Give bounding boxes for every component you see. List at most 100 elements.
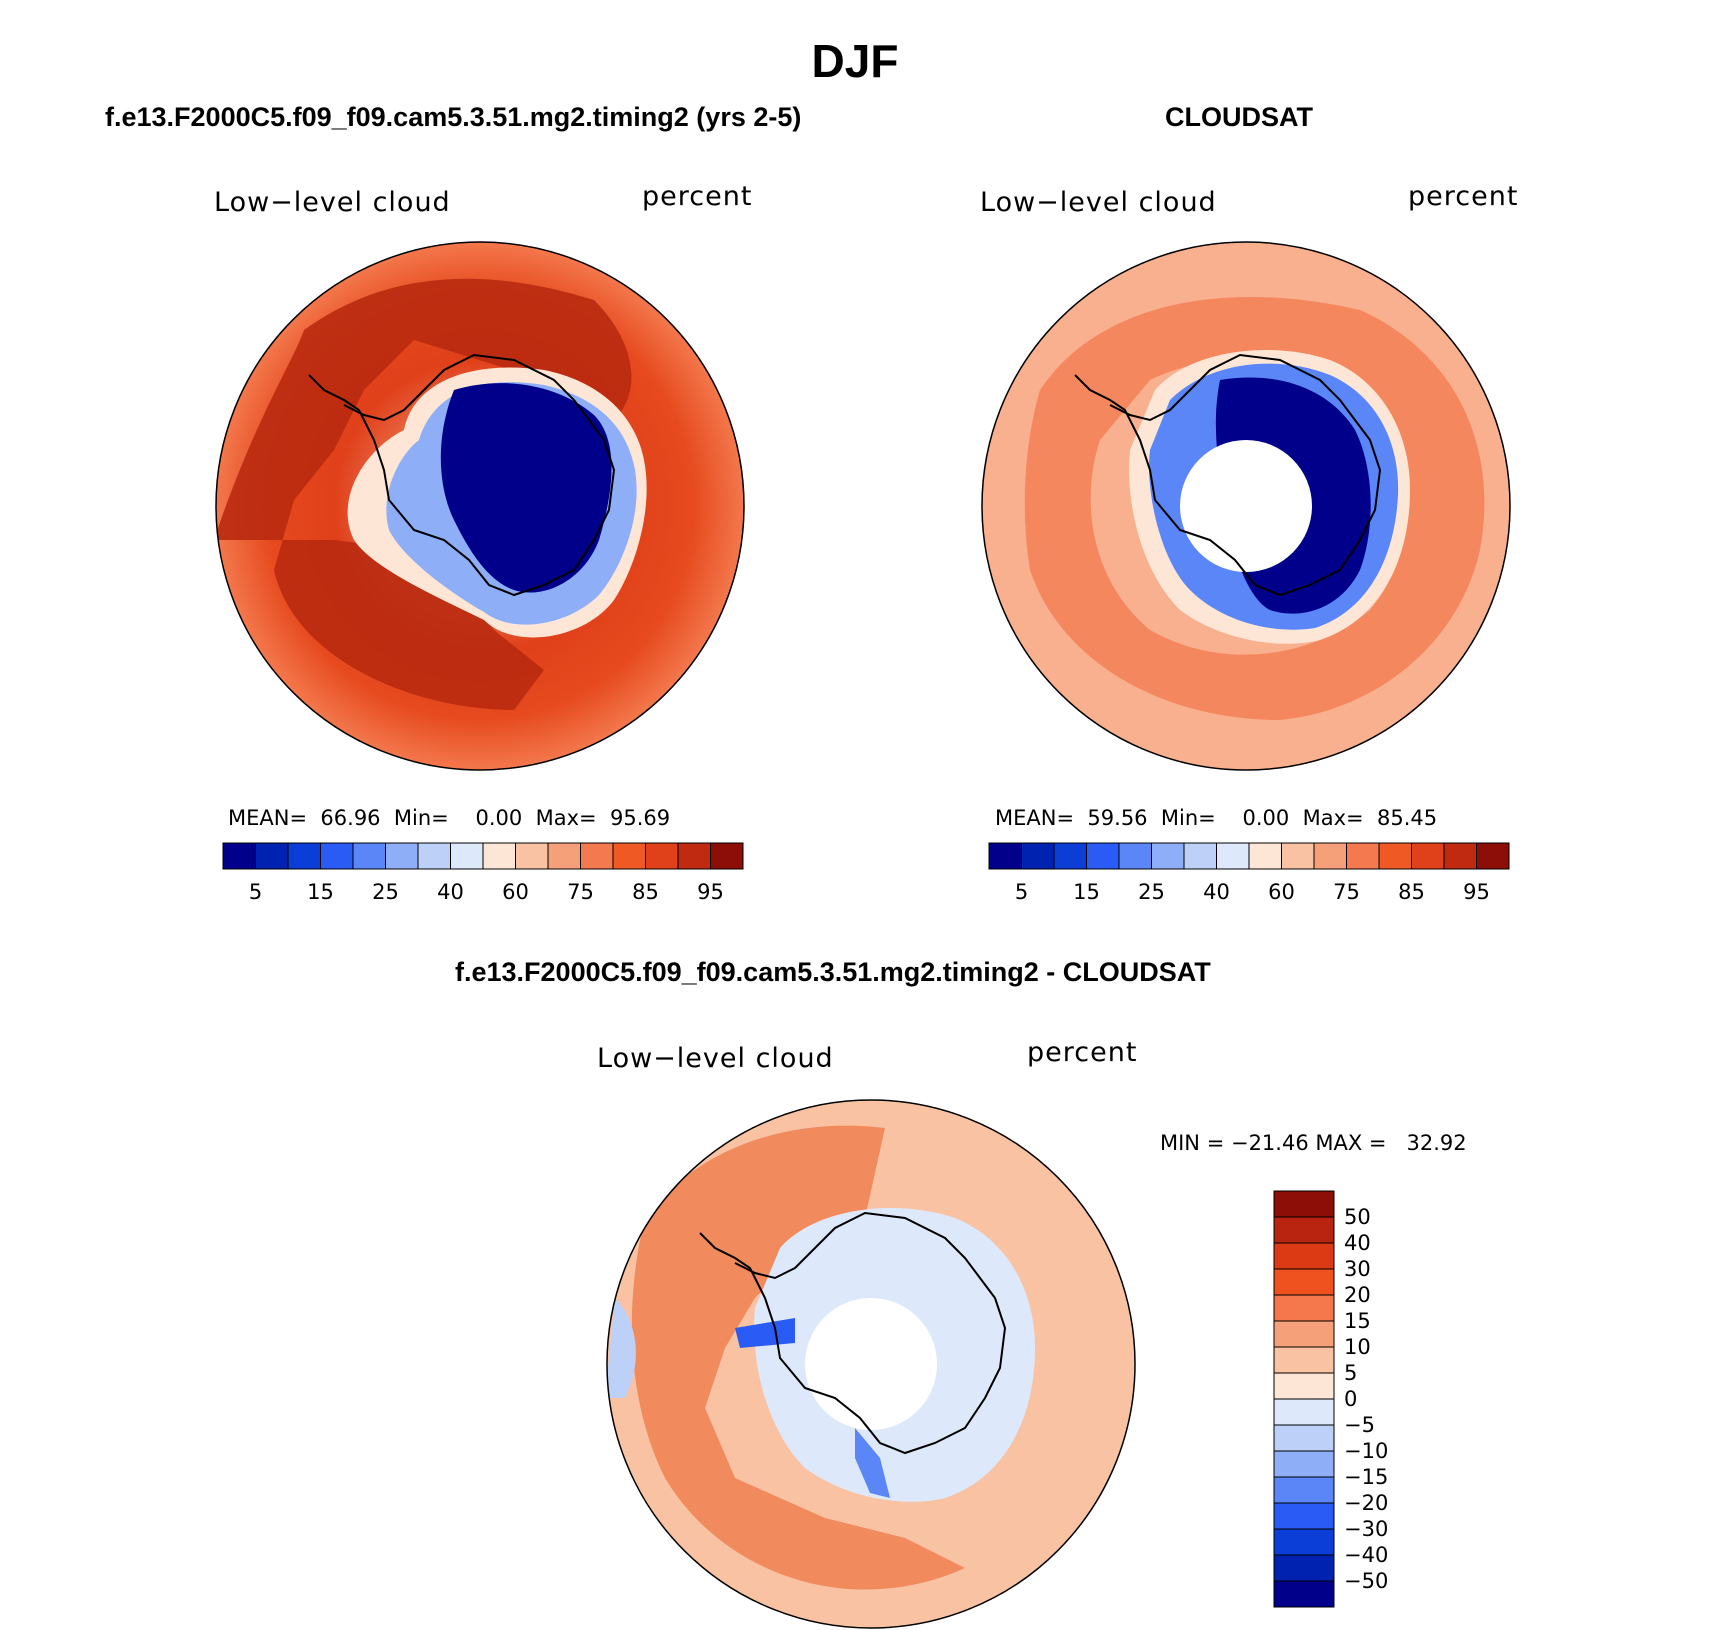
model-max-value: 95.69 — [609, 806, 671, 830]
obs-cloud-band — [1024, 296, 1485, 720]
model-map-border — [215, 241, 745, 771]
diff-colorbar-tick-label: 10 — [1344, 1335, 1371, 1359]
model-colorbar-tick-label: 60 — [502, 880, 529, 904]
model-colorbar-box — [710, 842, 744, 870]
model-colorbar-box — [482, 842, 516, 870]
obs-antarctica-coastline — [1074, 353, 1382, 597]
obs-colorbar-box — [1313, 842, 1347, 870]
model-colorbar-box — [255, 842, 289, 870]
obs-colorbar-tick-label: 85 — [1398, 880, 1425, 904]
diff-colorbar-box — [1273, 1398, 1335, 1426]
diff-colorbar-box — [1273, 1554, 1335, 1582]
model-colorbar-box — [385, 842, 419, 870]
model-min-value: 0.00 — [475, 806, 523, 830]
panel-diff-polar-map — [606, 1099, 1136, 1629]
obs-colorbar-box — [1378, 842, 1412, 870]
panel-obs-title: CLOUDSAT — [1165, 102, 1313, 132]
obs-colorbar-box — [1346, 842, 1380, 870]
diff-colorbar-box — [1273, 1346, 1335, 1374]
model-colorbar-box — [677, 842, 711, 870]
panel-model-colorbar: 5 15 25 40 60 75 85 95 — [222, 842, 744, 904]
obs-colorbar-tick-label: 75 — [1333, 880, 1360, 904]
diff-colorbar-tick-label: −5 — [1344, 1413, 1375, 1437]
diff-colorbar-tick-label: −50 — [1344, 1569, 1388, 1593]
panel-model-units-label: percent — [642, 181, 753, 212]
diff-colorbar-tick-label: 0 — [1344, 1387, 1357, 1411]
diff-colorbar-tick-label: −10 — [1344, 1439, 1388, 1463]
obs-colorbar-tick-label: 5 — [1015, 880, 1028, 904]
model-colorbar-tick-label: 25 — [372, 880, 399, 904]
obs-colorbar-box — [1086, 842, 1120, 870]
obs-colorbar-box — [1248, 842, 1282, 870]
panel-model-variable-label: Low−level cloud — [214, 187, 451, 218]
diff-colorbar-box — [1273, 1450, 1335, 1478]
model-colorbar-box — [352, 842, 386, 870]
obs-mean-label: MEAN= — [995, 806, 1075, 830]
diff-colorbar-tick-label: 20 — [1344, 1283, 1371, 1307]
model-colorbar-box — [645, 842, 679, 870]
model-high-cloud-band — [216, 278, 632, 710]
obs-colorbar-box — [1151, 842, 1185, 870]
panel-obs-polar-map — [981, 241, 1511, 771]
obs-colorbar-box — [1053, 842, 1087, 870]
model-mean-label: MEAN= — [228, 806, 308, 830]
obs-min-value: 0.00 — [1242, 806, 1290, 830]
model-antarctica-coastline — [308, 353, 616, 597]
diff-colorbar-box — [1273, 1372, 1335, 1400]
diff-negative-patch — [607, 1298, 636, 1398]
model-colorbar-tick-label: 40 — [437, 880, 464, 904]
obs-max-label: Max= — [1302, 806, 1364, 830]
diff-colorbar-tick-label: 40 — [1344, 1231, 1371, 1255]
obs-colorbar-box — [1443, 842, 1477, 870]
diff-colorbar-tick-label: 15 — [1344, 1309, 1371, 1333]
panel-model-stats: MEAN= 66.96 Min= 0.00 Max= 95.69 — [228, 806, 670, 830]
model-colorbar-box — [547, 842, 581, 870]
diff-colorbar-box — [1273, 1502, 1335, 1530]
model-colorbar-box — [417, 842, 451, 870]
diff-colorbar-box — [1273, 1320, 1335, 1348]
model-min-label: Min= — [393, 806, 449, 830]
diff-colorbar-box — [1273, 1294, 1335, 1322]
model-colorbar-box — [515, 842, 549, 870]
obs-missing-data-hole — [1180, 440, 1312, 572]
model-colorbar-box — [222, 842, 256, 870]
diff-colorbar-box — [1273, 1476, 1335, 1504]
obs-colorbar-tick-label: 15 — [1073, 880, 1100, 904]
diff-colorbar-tick-label: 5 — [1344, 1361, 1357, 1385]
diff-colorbar-tick-label: −20 — [1344, 1491, 1388, 1515]
obs-colorbar-box — [988, 842, 1022, 870]
model-colorbar-tick-label: 15 — [307, 880, 334, 904]
obs-colorbar-box — [1118, 842, 1152, 870]
panel-diff-units-label: percent — [1027, 1037, 1138, 1068]
diff-positive-band — [631, 1125, 965, 1590]
model-ice-interior — [440, 383, 612, 593]
diff-strong-negative-patch — [735, 1318, 795, 1348]
diff-colorbar-tick-label: 50 — [1344, 1205, 1371, 1229]
panel-obs-variable-label: Low−level cloud — [980, 187, 1217, 218]
panel-diff-minmax: MIN = −21.46 MAX = 32.92 — [1160, 1131, 1467, 1155]
diff-colorbar-tick-label: −15 — [1344, 1465, 1388, 1489]
diff-colorbar-box — [1273, 1190, 1335, 1218]
obs-colorbar-box — [1021, 842, 1055, 870]
obs-map-border — [981, 241, 1511, 771]
diff-colorbar-box — [1273, 1580, 1335, 1608]
obs-colorbar-tick-label: 40 — [1203, 880, 1230, 904]
obs-colorbar-box — [1216, 842, 1250, 870]
model-colorbar-tick-label: 75 — [567, 880, 594, 904]
model-colorbar-tick-label: 95 — [697, 880, 724, 904]
model-colorbar-tick-label: 85 — [632, 880, 659, 904]
panel-diff-title: f.e13.F2000C5.f09_f09.cam5.3.51.mg2.timi… — [455, 957, 1211, 987]
obs-mean-value: 59.56 — [1087, 806, 1148, 830]
model-colorbar-box — [450, 842, 484, 870]
panel-obs-stats: MEAN= 59.56 Min= 0.00 Max= 85.45 — [995, 806, 1437, 830]
model-max-label: Max= — [535, 806, 597, 830]
obs-colorbar-box — [1411, 842, 1445, 870]
obs-colorbar-box — [1281, 842, 1315, 870]
diff-negative-coast-patch — [855, 1428, 890, 1498]
diff-colorbar-tick-label: 30 — [1344, 1257, 1371, 1281]
diff-colorbar-box — [1273, 1242, 1335, 1270]
panel-obs-units-label: percent — [1408, 181, 1519, 212]
diff-antarctica-coastline — [699, 1211, 1007, 1455]
diff-colorbar-box — [1273, 1424, 1335, 1452]
